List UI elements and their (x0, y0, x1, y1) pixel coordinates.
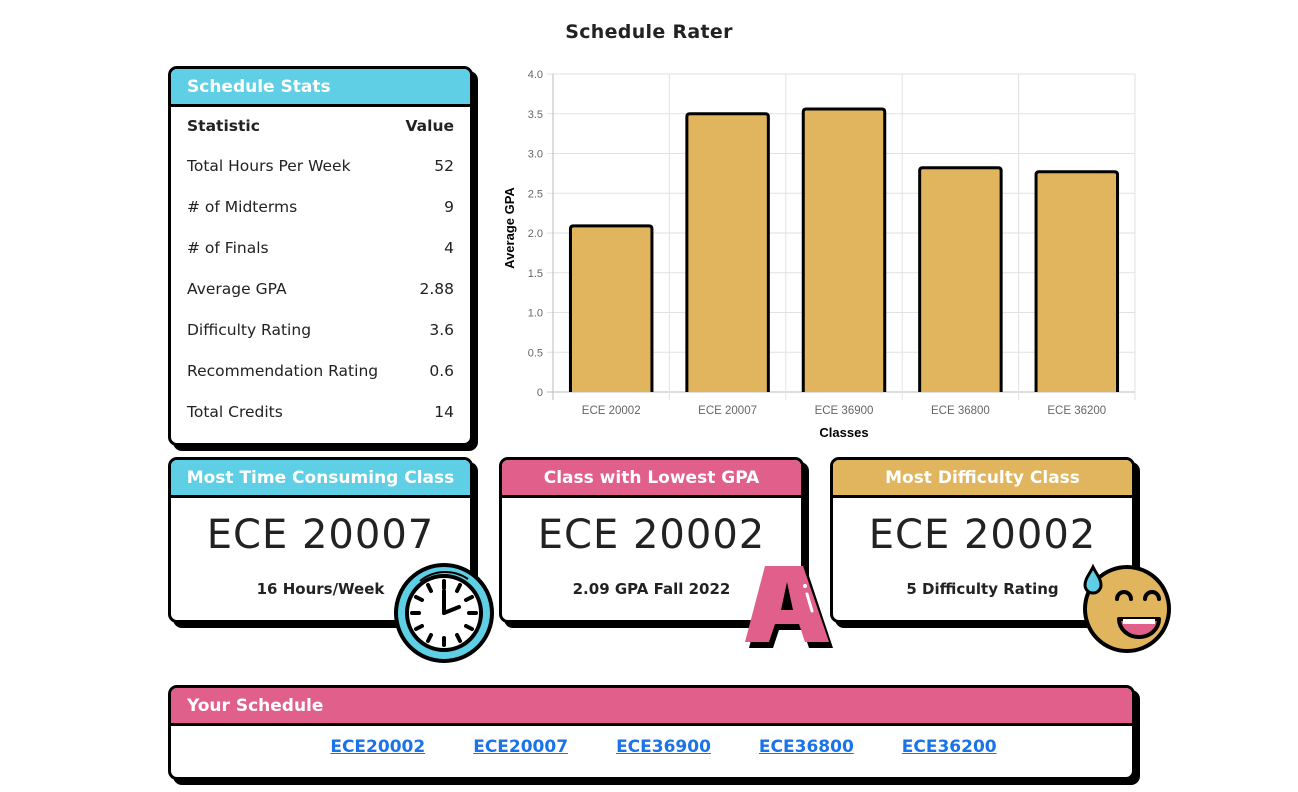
schedule-link-ece20002[interactable]: ECE20002 (330, 737, 426, 757)
y-tick-label: 3.5 (528, 109, 543, 121)
stat-value: 52 (434, 156, 454, 175)
y-tick-label: 1.5 (528, 268, 543, 280)
stat-value: 2.88 (419, 279, 454, 298)
chart-canvas: 0 0.5 1.0 1.5 2.0 2.5 3.0 3.5 4.0 ECE 20002 ECE 20… (502, 69, 1136, 440)
most-time-consuming-detail: 16 Hours/Week (256, 580, 385, 598)
sweat-smile-emoji-icon (1083, 563, 1171, 653)
lowest-gpa-card: Class with Lowest GPA ECE 20002 2.09 GPA… (499, 457, 804, 623)
x-tick-label: ECE 36200 (1047, 405, 1106, 417)
stat-label: # of Finals (187, 238, 269, 257)
stat-label: Total Credits (187, 403, 283, 422)
column-header-statistic: Statistic (187, 117, 260, 135)
most-time-consuming-title: Most Time Consuming Class (171, 460, 470, 498)
y-tick-label: 0 (537, 387, 543, 399)
stat-label: Difficulty Rating (187, 320, 312, 339)
column-header-value: Value (405, 117, 454, 135)
x-tick-label: ECE 36900 (815, 405, 874, 417)
table-row: Average GPA 2.88 (187, 268, 454, 309)
gpa-bar-chart: 0 0.5 1.0 1.5 2.0 2.5 3.0 3.5 4.0 ECE 20002 ECE 20… (495, 62, 1145, 447)
y-tick-label: 4.0 (528, 69, 543, 81)
stat-value: 0.6 (429, 362, 454, 381)
stat-value: 9 (444, 197, 454, 216)
table-row: Recommendation Rating 0.6 (187, 350, 454, 391)
table-row: # of Finals 4 (187, 227, 454, 268)
most-difficult-class: ECE 20002 (868, 512, 1097, 558)
y-tick-label: 2.0 (528, 228, 543, 240)
most-difficult-title: Most Difficulty Class (833, 460, 1132, 498)
clock-icon (394, 563, 494, 663)
stat-value: 3.6 (429, 320, 454, 339)
y-axis-title: Average GPA (502, 187, 517, 269)
schedule-link-ece36200[interactable]: ECE36200 (901, 737, 997, 757)
y-tick-label: 1.0 (528, 308, 543, 320)
schedule-stats-card: Schedule Stats Statistic Value Total Hou… (168, 66, 473, 446)
stats-table: Statistic Value Total Hours Per Week 52 #… (171, 107, 470, 433)
stat-label: Recommendation Rating (187, 362, 379, 381)
schedule-link-ece36800[interactable]: ECE36800 (758, 737, 854, 757)
most-difficult-card: Most Difficulty Class ECE 20002 5 Diffic… (830, 457, 1135, 623)
table-row: Total Credits 14 (187, 392, 454, 433)
schedule-link-ece20007[interactable]: ECE20007 (473, 737, 569, 757)
schedule-link-ece36900[interactable]: ECE36900 (616, 737, 711, 757)
stats-table-header: Statistic Value (187, 107, 454, 145)
y-tick-label: 0.5 (528, 347, 543, 359)
schedule-links: ECE20002 ECE20007 ECE36900 ECE36800 ECE3… (171, 726, 1132, 757)
your-schedule-card: Your Schedule ECE20002 ECE20007 ECE36900… (168, 685, 1135, 780)
page-title: Schedule Rater (565, 21, 733, 43)
stat-label: Total Hours Per Week (187, 156, 351, 175)
bar[interactable] (568, 224, 654, 392)
your-schedule-title: Your Schedule (171, 688, 1132, 726)
stat-label: Average GPA (187, 279, 287, 298)
x-axis-title: Classes (819, 425, 868, 440)
most-time-consuming-card: Most Time Consuming Class ECE 20007 16 H… (168, 457, 473, 623)
most-difficult-detail: 5 Difficulty Rating (906, 580, 1059, 598)
x-tick-label: ECE 36800 (931, 405, 990, 417)
stat-value: 4 (444, 238, 454, 257)
bar[interactable] (1034, 170, 1120, 392)
bar[interactable] (918, 166, 1003, 392)
stat-value: 14 (434, 403, 454, 422)
x-tick-label: ECE 20007 (698, 405, 757, 417)
bar[interactable] (801, 107, 887, 392)
bar[interactable] (685, 112, 770, 392)
table-row: # of Midterms 9 (187, 186, 454, 227)
most-time-consuming-class: ECE 20007 (206, 512, 435, 558)
x-tick-label: ECE 20002 (582, 405, 641, 417)
table-row: Difficulty Rating 3.6 (187, 309, 454, 350)
y-tick-label: 2.5 (528, 188, 543, 200)
table-row: Total Hours Per Week 52 (187, 145, 454, 186)
letter-a-grade-icon (745, 566, 833, 648)
lowest-gpa-detail: 2.09 GPA Fall 2022 (572, 580, 731, 598)
lowest-gpa-class: ECE 20002 (537, 512, 766, 558)
lowest-gpa-title: Class with Lowest GPA (502, 460, 801, 498)
stat-label: # of Midterms (187, 197, 298, 216)
schedule-stats-title: Schedule Stats (171, 69, 470, 107)
y-tick-label: 3.0 (528, 149, 543, 161)
